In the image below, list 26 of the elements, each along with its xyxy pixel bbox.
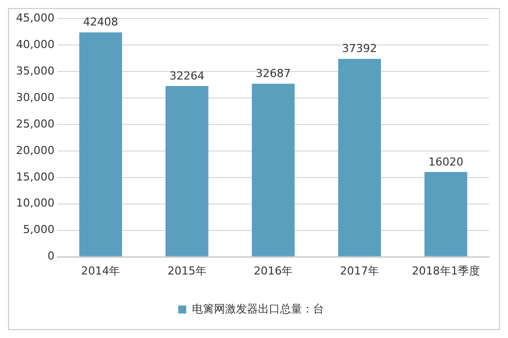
x-tick-label: 2016年 [254, 264, 293, 278]
y-tick-label: 30,000 [16, 90, 54, 104]
data-label: 32264 [169, 69, 204, 82]
data-label: 32687 [256, 67, 291, 80]
y-tick-label: 25,000 [16, 117, 54, 130]
y-tick-label: 20,000 [16, 144, 54, 157]
data-label: 37392 [342, 42, 378, 56]
x-tick-label: 2017年 [340, 264, 380, 278]
y-tick-label: 10,000 [16, 196, 54, 210]
bar [252, 84, 295, 256]
x-tick-label: 2014年 [81, 264, 120, 278]
bar [338, 58, 381, 256]
y-tick-label: 0 [47, 250, 54, 263]
y-tick-label: 35,000 [16, 64, 54, 78]
y-tick-label: 5,000 [22, 223, 54, 236]
x-tick-label: 2018年1季度 [412, 264, 480, 278]
data-label: 16020 [428, 155, 464, 168]
y-tick-label: 45,000 [16, 11, 54, 24]
y-tick-label: 40,000 [16, 38, 54, 51]
legend-label: 电篱网激发器出口总量：台 [192, 302, 324, 316]
data-label: 42408 [83, 16, 118, 29]
x-tick-label: 2015年 [167, 264, 206, 278]
bar [166, 86, 208, 256]
bar [79, 32, 122, 256]
y-tick-label: 15,000 [16, 170, 54, 184]
bar [424, 172, 468, 256]
